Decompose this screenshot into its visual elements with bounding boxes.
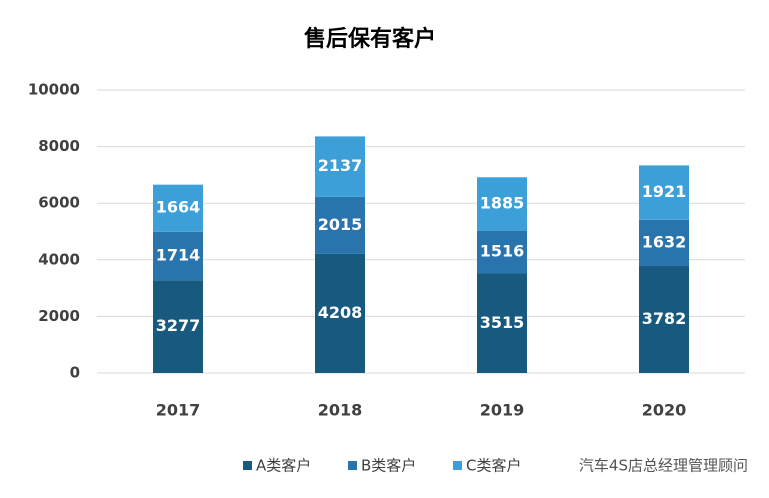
x-tick-label: 2020 (642, 401, 687, 420)
legend-swatch (453, 461, 462, 470)
bar-segment (477, 273, 527, 373)
x-tick-label: 2019 (480, 401, 525, 420)
y-tick-label: 8000 (38, 137, 80, 155)
bar-segment (153, 231, 203, 281)
y-tick-label: 0 (70, 364, 80, 382)
value-label: 1516 (480, 242, 525, 261)
bar-segment (477, 177, 527, 231)
value-label: 2137 (318, 156, 363, 175)
bar-segment (639, 265, 689, 373)
bar-segment (639, 165, 689, 220)
watermark: 汽车4S店总经理管理顾问 (579, 457, 748, 475)
chart-title: 售后保有客户 (304, 26, 436, 52)
value-label: 4208 (318, 303, 363, 322)
legend-swatch (348, 461, 357, 470)
value-label: 1664 (156, 198, 201, 217)
x-tick-label: 2017 (156, 401, 201, 420)
bar-segment (477, 230, 527, 274)
x-tick-label: 2018 (318, 401, 363, 420)
bar-segment (315, 136, 365, 197)
y-tick-label: 4000 (38, 250, 80, 268)
bar-segment (153, 280, 203, 373)
value-label: 3277 (156, 316, 201, 335)
bar-segment (315, 196, 365, 254)
y-tick-label: 6000 (38, 194, 80, 212)
y-tick-label: 10000 (28, 81, 80, 99)
y-tick-label: 2000 (38, 307, 80, 325)
legend-swatch (243, 461, 252, 470)
legend-label: A类客户 (256, 457, 311, 475)
value-label: 1921 (642, 182, 687, 201)
legend-label: C类客户 (466, 457, 521, 475)
bar-segment (639, 219, 689, 266)
bar-segment (315, 253, 365, 373)
bar-segment (153, 184, 203, 232)
legend-label: B类客户 (361, 457, 416, 475)
value-label: 3515 (480, 313, 525, 332)
value-label: 1632 (642, 232, 687, 251)
value-label: 3782 (642, 309, 687, 328)
value-label: 2015 (318, 215, 363, 234)
value-label: 1714 (156, 246, 201, 265)
value-label: 1885 (480, 193, 525, 212)
